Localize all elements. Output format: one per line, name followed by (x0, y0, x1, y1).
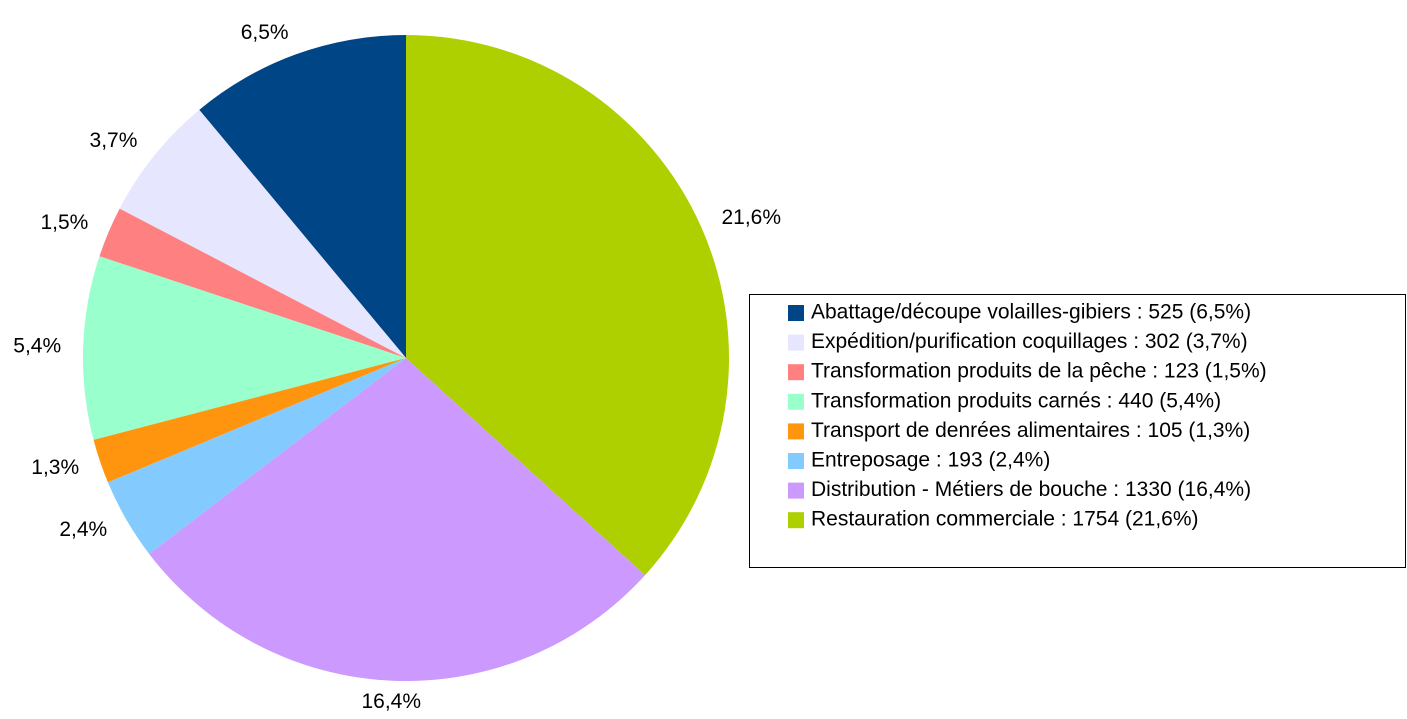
legend-label: Expédition/purification coquillages : 30… (811, 330, 1248, 353)
data-label: 16,4% (361, 690, 421, 713)
data-label: 5,4% (13, 334, 61, 357)
data-label: 21,6% (721, 206, 781, 229)
data-label: 2,4% (59, 518, 107, 541)
data-label: 1,3% (31, 456, 79, 479)
pie-slice (82, 256, 406, 440)
pie-slice (199, 35, 406, 358)
legend-swatch (788, 482, 804, 499)
pie-slice (107, 358, 406, 554)
legend-swatch (788, 334, 804, 351)
data-label: 6,5% (241, 21, 289, 44)
legend-swatch (788, 453, 804, 469)
legend-label: Entreposage : 193 (2,4%) (811, 449, 1050, 472)
legend-box (749, 294, 1406, 568)
pie-slice (149, 358, 646, 681)
legend-label: Restauration commerciale : 1754 (21,6%) (811, 508, 1199, 531)
pie-slice (99, 208, 407, 358)
pie-slice (406, 34, 729, 576)
legend-swatch (788, 423, 804, 440)
legend-swatch (788, 512, 804, 529)
legend-label: Transformation produits carnés : 440 (5,… (811, 389, 1221, 412)
legend-label: Distribution - Métiers de bouche : 1330 … (811, 478, 1251, 501)
pie-slice (93, 358, 407, 483)
legend-swatch (788, 305, 804, 321)
data-label: 1,5% (40, 211, 88, 234)
pie-slice (119, 109, 407, 358)
data-label: 3,7% (90, 129, 138, 152)
legend-swatch (788, 393, 804, 410)
legend-label: Transport de denrées alimentaires : 105 … (811, 419, 1250, 442)
legend-swatch (788, 364, 804, 381)
legend-label: Transformation produits de la pêche : 12… (811, 360, 1267, 383)
legend-label: Abattage/découpe volailles-gibiers : 525… (811, 301, 1251, 324)
